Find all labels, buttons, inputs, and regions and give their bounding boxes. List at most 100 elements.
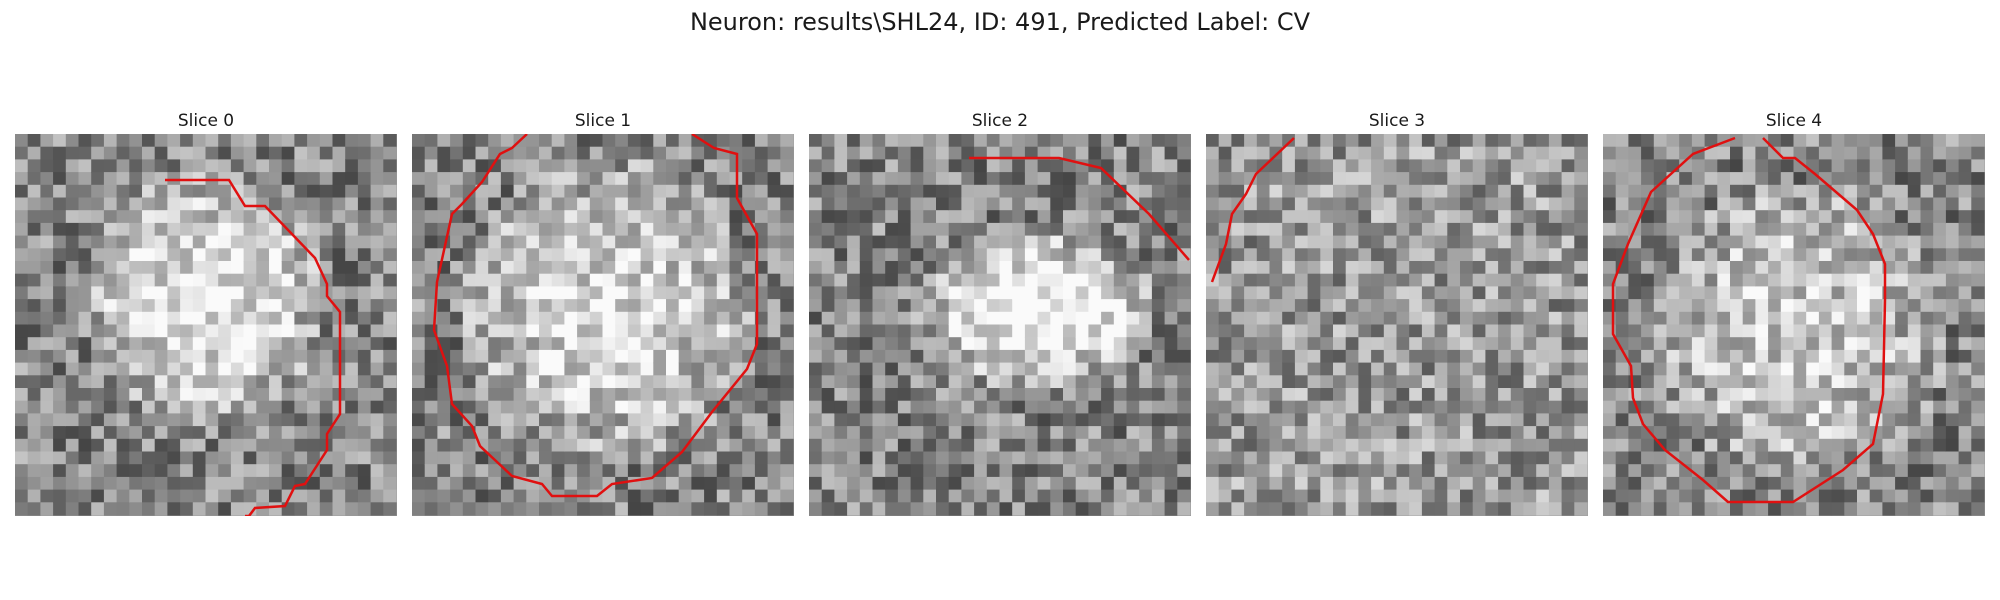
pixel (256, 476, 270, 491)
pixel (116, 299, 130, 313)
pixel (412, 184, 426, 199)
pixel (256, 400, 270, 414)
pixel (1218, 184, 1232, 199)
pixel (424, 451, 438, 465)
pixel (1307, 400, 1321, 414)
pixel (1818, 349, 1833, 364)
pixel (1164, 337, 1178, 351)
pixel (475, 413, 489, 427)
pixel (1088, 134, 1102, 148)
pixel (1907, 273, 1922, 287)
pixel (91, 438, 105, 453)
pixel (821, 489, 835, 503)
pixel (577, 375, 591, 389)
pixel (1498, 362, 1512, 376)
pixel (319, 146, 334, 160)
pixel (180, 146, 194, 160)
pixel (1075, 349, 1089, 364)
pixel (1768, 299, 1782, 313)
pixel (1666, 299, 1680, 313)
pixel (1869, 362, 1883, 376)
pixel (1510, 438, 1525, 453)
pixel (780, 362, 794, 376)
pixel (1523, 159, 1537, 173)
pixel (412, 273, 426, 287)
pixel (513, 324, 527, 338)
pixel (564, 248, 578, 262)
pixel (1831, 324, 1845, 338)
pixel (1907, 210, 1922, 224)
pixel (103, 502, 118, 516)
pixel (1831, 159, 1845, 173)
pixel (412, 159, 426, 173)
pixel (180, 311, 194, 326)
pixel (1345, 349, 1359, 364)
pixel (500, 261, 515, 275)
pixel (27, 413, 41, 427)
pixel (1548, 197, 1563, 211)
pixel (666, 286, 680, 300)
pixel (1024, 375, 1039, 389)
pixel (65, 438, 80, 453)
pixel (1730, 146, 1744, 160)
pixel (780, 489, 794, 503)
pixel (847, 413, 861, 427)
pixel (1510, 451, 1525, 465)
pixel (1421, 438, 1436, 453)
pixel (640, 235, 654, 249)
pixel (1269, 476, 1283, 491)
pixel (1101, 261, 1115, 275)
pixel (936, 235, 950, 249)
pixel (1691, 248, 1706, 262)
pixel (1561, 388, 1575, 402)
pixel (1615, 146, 1629, 160)
pixel (1628, 248, 1642, 262)
pixel (704, 464, 718, 478)
pixel (1844, 337, 1858, 351)
pixel (961, 413, 975, 427)
pixel (961, 210, 975, 224)
pixel (1806, 426, 1820, 440)
pixel (40, 299, 54, 313)
pixel (1666, 476, 1680, 491)
pixel (1447, 286, 1461, 300)
pixel (129, 222, 143, 237)
pixel (1971, 349, 1985, 364)
pixel (1628, 299, 1642, 313)
pixel (847, 426, 861, 440)
pixel (1371, 134, 1385, 148)
pixel (615, 502, 629, 516)
pixel (551, 222, 565, 237)
pixel (1256, 197, 1271, 211)
pixel (1282, 197, 1296, 211)
pixel (1177, 413, 1191, 427)
pixel (167, 286, 181, 300)
pixel (526, 426, 540, 440)
pixel (1409, 311, 1423, 326)
pixel (834, 362, 848, 376)
pixel (269, 146, 283, 160)
pixel (627, 337, 642, 351)
pixel (1383, 388, 1398, 402)
pixel (357, 362, 372, 376)
pixel (462, 324, 477, 338)
pixel (1333, 337, 1347, 351)
pixel (1244, 273, 1258, 287)
pixel (1653, 476, 1668, 491)
pixel (1164, 349, 1178, 364)
pixel (167, 222, 181, 237)
pixel (1050, 349, 1064, 364)
pixel (129, 184, 143, 199)
pixel (1628, 159, 1642, 173)
pixel (424, 261, 438, 275)
pixel (1933, 235, 1947, 249)
pixel (923, 451, 937, 465)
pixel (767, 362, 781, 376)
pixel (1256, 261, 1271, 275)
pixel (142, 311, 156, 326)
pixel (999, 299, 1013, 313)
pixel (1523, 362, 1537, 376)
pixel (383, 324, 397, 338)
pixel (704, 426, 718, 440)
pixel (27, 375, 41, 389)
